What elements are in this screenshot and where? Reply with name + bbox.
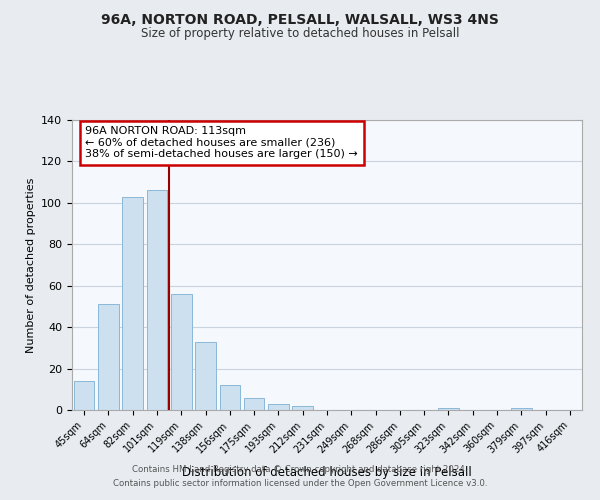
Text: Size of property relative to detached houses in Pelsall: Size of property relative to detached ho…: [141, 28, 459, 40]
Bar: [220, 385, 240, 410]
Text: 96A, NORTON ROAD, PELSALL, WALSALL, WS3 4NS: 96A, NORTON ROAD, PELSALL, WALSALL, WS3 …: [101, 12, 499, 26]
Bar: [146, 190, 167, 410]
Bar: [171, 294, 191, 410]
Bar: [244, 398, 265, 410]
Bar: [74, 381, 94, 410]
Bar: [98, 304, 119, 410]
X-axis label: Distribution of detached houses by size in Pelsall: Distribution of detached houses by size …: [182, 466, 472, 478]
Text: 96A NORTON ROAD: 113sqm
← 60% of detached houses are smaller (236)
38% of semi-d: 96A NORTON ROAD: 113sqm ← 60% of detache…: [85, 126, 358, 160]
Bar: [511, 408, 532, 410]
Bar: [268, 404, 289, 410]
Text: Contains HM Land Registry data © Crown copyright and database right 2024.
Contai: Contains HM Land Registry data © Crown c…: [113, 466, 487, 487]
Bar: [195, 342, 216, 410]
Bar: [438, 408, 459, 410]
Bar: [292, 406, 313, 410]
Bar: [122, 196, 143, 410]
Y-axis label: Number of detached properties: Number of detached properties: [26, 178, 35, 352]
